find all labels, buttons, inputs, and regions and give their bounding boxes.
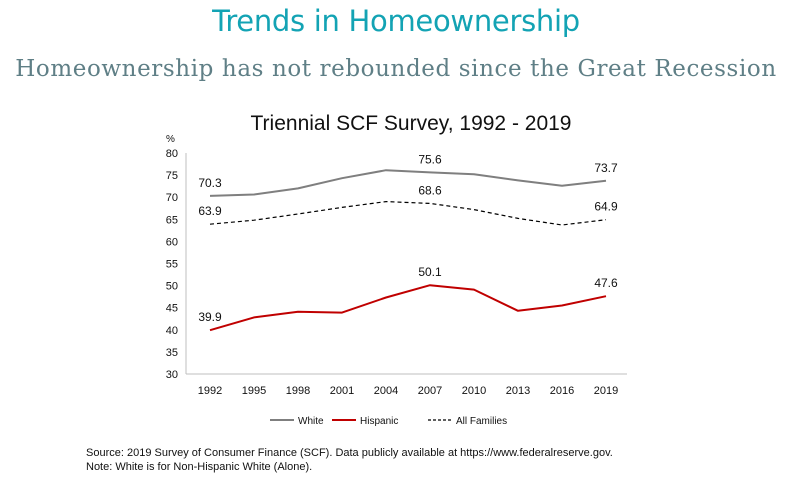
data-label: 47.6 (594, 276, 618, 290)
page-subtitle: Homeownership has not rebounded since th… (15, 56, 777, 82)
y-tick-label: 65 (166, 214, 178, 226)
data-label: 68.6 (418, 183, 442, 197)
y-tick-label: 35 (166, 347, 178, 359)
data-label: 50.1 (418, 265, 442, 279)
y-tick-label: 70 (166, 192, 178, 204)
x-tick-label: 1995 (242, 385, 266, 397)
x-tick-label: 1992 (198, 385, 222, 397)
y-tick-label: 50 (166, 281, 178, 293)
legend-label: Hispanic (360, 416, 398, 427)
y-tick-label: 60 (166, 236, 178, 248)
y-tick-label: 55 (166, 259, 178, 271)
y-tick-label: 80 (166, 148, 178, 160)
data-label: 73.7 (594, 161, 618, 175)
page-title: Trends in Homeownership (212, 4, 580, 38)
chart-title: Triennial SCF Survey, 1992 - 2019 (250, 112, 572, 135)
y-tick-label: 75 (166, 170, 178, 182)
data-label: 64.9 (594, 200, 618, 214)
series-line-hispanic (209, 284, 607, 332)
x-tick-label: 2016 (550, 385, 574, 397)
x-tick-label: 1998 (286, 385, 310, 397)
data-label: 75.6 (418, 152, 442, 166)
x-tick-label: 2001 (330, 385, 354, 397)
source-note: Source: 2019 Survey of Consumer Finance … (86, 446, 613, 474)
series-line-all-families (209, 201, 607, 226)
x-tick-label: 2010 (462, 385, 486, 397)
data-label: 63.9 (198, 204, 222, 218)
y-axis-unit-label: % (166, 134, 175, 145)
note-line: Note: White is for Non-Hispanic White (A… (86, 461, 313, 473)
legend-label: All Families (456, 416, 507, 427)
series-line-white (209, 169, 607, 197)
x-tick-label: 2007 (418, 385, 442, 397)
y-tick-label: 30 (166, 369, 178, 381)
data-label: 70.3 (198, 176, 222, 190)
y-tick-label: 40 (166, 325, 178, 337)
x-tick-label: 2004 (374, 385, 398, 397)
x-tick-label: 2019 (594, 385, 618, 397)
y-tick-label: 45 (166, 303, 178, 315)
legend-label: White (298, 416, 324, 427)
source-line: Source: 2019 Survey of Consumer Finance … (86, 447, 613, 459)
x-tick-label: 2013 (506, 385, 530, 397)
data-label: 39.9 (198, 310, 222, 324)
